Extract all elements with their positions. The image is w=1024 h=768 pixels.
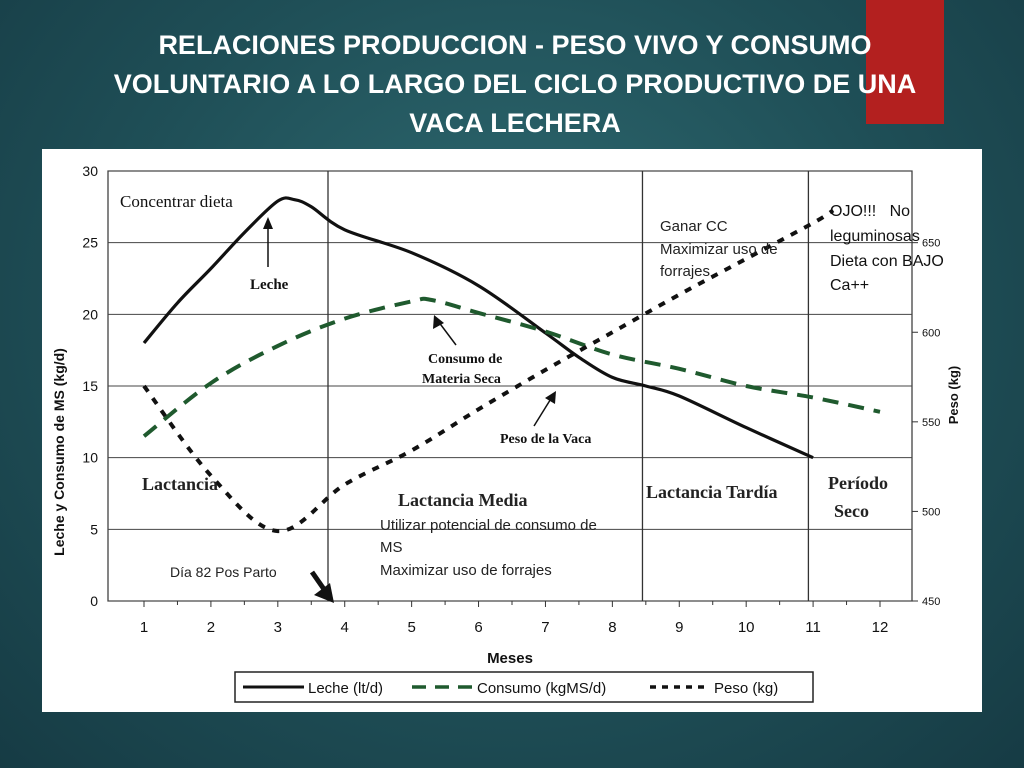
y-tick-label: 30 — [82, 163, 98, 179]
annotation-ganar-2: Maximizar uso de — [660, 241, 778, 258]
chart-panel: 0 5 10 15 20 25 30 450 500 550 600 650 1 2 3 4 5 6 7 8 9 10 11… — [42, 149, 982, 712]
annotation-arrows — [263, 217, 556, 603]
slide-title: RELACIONES PRODUCCION - PESO VIVO Y CONS… — [70, 26, 960, 143]
x-tick-label: 5 — [407, 619, 415, 636]
x-tick-label: 3 — [274, 619, 282, 636]
phase-lactancia: Lactancia — [142, 474, 218, 494]
annotation-concentrar: Concentrar dieta — [120, 192, 233, 211]
arrow-dia82-head — [314, 583, 334, 603]
series-layer — [142, 196, 881, 534]
annotation-consumo-2: Materia Seca — [422, 372, 501, 387]
phase-periodo: Período — [828, 473, 888, 493]
legend-label-leche: Leche (lt/d) — [308, 680, 383, 697]
series-line-2 — [142, 208, 835, 534]
annotation-ganar-3: forrajes — [660, 263, 710, 280]
x-tick-label: 7 — [541, 619, 549, 636]
y2-tick-label: 600 — [922, 327, 940, 339]
legend-label-peso: Peso (kg) — [714, 680, 778, 697]
phase-lactancia-media: Lactancia Media — [398, 490, 527, 510]
legend-label-consumo: Consumo (kgMS/d) — [477, 680, 606, 697]
x-tick-label: 9 — [675, 619, 683, 636]
arrow-leche-head — [263, 217, 273, 229]
arrow-peso-head — [545, 391, 556, 404]
x-tick-label: 11 — [805, 619, 821, 636]
annotation-leche: Leche — [250, 277, 289, 293]
y2-axis-label: Peso (kg) — [946, 366, 961, 425]
x-tick-label: 8 — [608, 619, 616, 636]
annotation-utilizar-2: MS — [380, 539, 403, 556]
arrow-consumo — [437, 320, 457, 346]
annotation-ojo-1: OJO!!! No — [830, 203, 910, 220]
y-tick-label: 10 — [82, 450, 98, 466]
y2-tick-label: 500 — [922, 506, 940, 518]
annotation-ganar-1: Ganar CC — [660, 218, 728, 235]
x-tick-label: 4 — [341, 619, 349, 636]
legend-frame — [234, 671, 814, 703]
phase-seco: Seco — [834, 501, 869, 521]
annotation-ojo-2: leguminosas — [830, 228, 920, 245]
annotation-utilizar-3: Maximizar uso de forrajes — [380, 562, 552, 579]
red-accent-tab — [866, 0, 944, 124]
y-tick-label: 5 — [90, 521, 98, 537]
arrow-peso — [533, 396, 553, 427]
y-tick-label: 25 — [82, 235, 98, 251]
title-line-1: RELACIONES PRODUCCION - PESO VIVO Y CONS… — [158, 30, 872, 60]
y-tick-label: 15 — [82, 378, 98, 394]
phase-lactancia-tardia: Lactancia Tardía — [646, 482, 778, 502]
y2-tick-label: 450 — [922, 596, 940, 608]
series-line-0 — [142, 196, 814, 460]
title-line-3: VACA LECHERA — [409, 108, 621, 138]
y-tick-label: 20 — [82, 306, 98, 322]
annotation-ojo-4: Ca++ — [830, 277, 869, 294]
chart-legend: Leche (lt/d) Consumo (kgMS/d) Peso (kg) — [234, 671, 814, 703]
title-line-2: VOLUNTARIO A LO LARGO DEL CICLO PRODUCTI… — [113, 69, 917, 99]
x-tick-label: 12 — [872, 619, 889, 636]
annotation-ojo-3: Dieta con BAJO — [830, 253, 944, 270]
x-tick-label: 10 — [738, 619, 755, 636]
grid-layer — [107, 170, 913, 602]
arrow-consumo-head — [433, 315, 444, 329]
annotation-dia82: Día 82 Pos Parto — [170, 564, 277, 580]
annotation-consumo-1: Consumo de — [428, 352, 502, 367]
annotation-utilizar-1: Utilizar potencial de consumo de — [380, 517, 597, 534]
x-axis-label: Meses — [487, 650, 533, 667]
y-tick-label: 0 — [90, 593, 98, 609]
x-tick-label: 2 — [207, 619, 215, 636]
y2-tick-label: 650 — [922, 238, 940, 250]
y-axis-label: Leche y Consumo de MS (kg/d) — [51, 348, 67, 556]
annotation-peso-vaca: Peso de la Vaca — [500, 432, 591, 447]
x-tick-label: 6 — [474, 619, 482, 636]
series-line-1 — [142, 296, 881, 438]
y2-tick-label: 550 — [922, 417, 940, 429]
x-tick-label: 1 — [140, 619, 148, 636]
